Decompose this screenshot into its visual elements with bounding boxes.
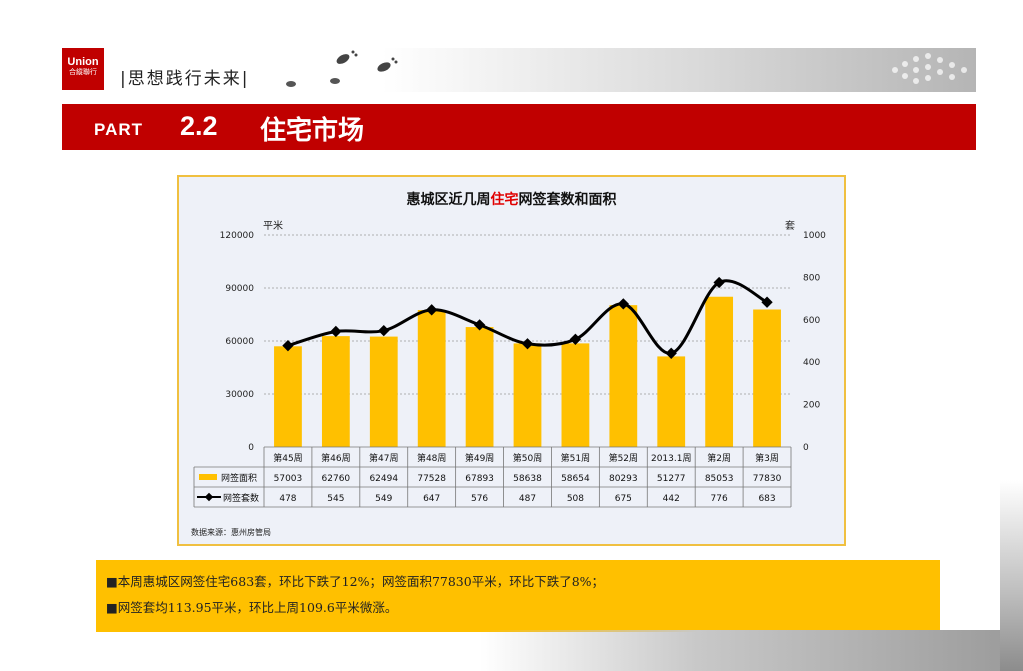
bar (705, 296, 734, 447)
data-label: 80293 (609, 474, 638, 484)
data-label: 442 (663, 494, 680, 504)
data-label: 62494 (369, 474, 398, 484)
bar (321, 336, 350, 447)
bar (513, 343, 542, 447)
y2-tick-label: 0 (803, 443, 809, 453)
bar (609, 305, 638, 447)
data-label: 545 (327, 494, 344, 504)
bottom-decoration (480, 630, 1023, 671)
dot-pattern-decoration (892, 53, 967, 84)
y-tick-label: 30000 (225, 390, 254, 400)
legend-label: 网签面积 (221, 472, 257, 484)
data-label: 675 (615, 494, 632, 504)
chart-panel: 惠城区近几周住宅网签套数和面积 平米 套 数据来源：惠州房管局 0 30000 60… (177, 175, 846, 546)
line-point (330, 325, 342, 338)
y-tick-label: 0 (248, 443, 254, 453)
logo-subtext: 合縱聯行 (69, 69, 97, 76)
section-title: 住宅市场 (260, 116, 365, 146)
chart-title: 惠城区近几周住宅网签套数和面积 (179, 189, 844, 209)
line-point (426, 304, 438, 316)
x-tick-label: 第51周 (561, 452, 590, 464)
y2-tick-label: 400 (803, 358, 820, 368)
line-point (282, 340, 294, 352)
bar (465, 327, 494, 447)
x-tick-label: 第46周 (321, 452, 350, 464)
data-source: 数据来源：惠州房管局 (191, 527, 271, 537)
line-point (761, 296, 773, 308)
x-tick-label: 第50周 (513, 452, 542, 464)
bar (369, 336, 398, 447)
bar (417, 310, 446, 447)
x-tick-label: 第45周 (273, 452, 302, 464)
data-label: 58654 (561, 474, 590, 484)
data-label: 478 (279, 494, 296, 504)
data-label: 508 (567, 494, 584, 504)
line-point (569, 333, 582, 345)
data-label: 776 (711, 494, 728, 504)
y-tick-label: 90000 (225, 284, 254, 294)
x-tick-label: 第2周 (707, 452, 731, 464)
y2-tick-label: 200 (803, 401, 820, 411)
data-label: 85053 (705, 474, 734, 484)
company-logo: Union 合縱聯行 (62, 48, 104, 90)
legend-key-bar (199, 474, 217, 480)
right-decoration (1000, 480, 1023, 671)
legend-key-marker (204, 492, 214, 502)
logo-text: Union (67, 56, 99, 68)
data-label: 77830 (753, 474, 782, 484)
section-number: 2.2 (180, 111, 218, 141)
right-axis-unit: 套 (785, 219, 795, 232)
bar (561, 343, 590, 447)
y2-tick-label: 1000 (803, 231, 826, 241)
top-banner (62, 48, 976, 92)
part-label: PART (94, 120, 144, 139)
x-tick-label: 第49周 (465, 452, 494, 464)
line-point (665, 347, 677, 359)
data-label: 51277 (657, 474, 686, 484)
bar (274, 346, 302, 447)
data-label: 549 (375, 494, 392, 504)
x-tick-label: 第3周 (755, 452, 779, 464)
data-label: 58638 (513, 474, 542, 484)
chart-title-highlight: 住宅 (490, 192, 519, 208)
y2-tick-label: 800 (803, 273, 820, 283)
x-tick-label: 第52周 (609, 452, 638, 464)
section-header: PART 2.2 住宅市场 (62, 104, 976, 150)
line-point (378, 324, 390, 337)
series-line (287, 279, 768, 355)
line-point (521, 338, 534, 350)
x-tick-label: 第48周 (417, 452, 446, 464)
chart-title-suffix: 网签套数和面积 (518, 192, 617, 208)
chart-title-prefix: 惠城区近几周 (406, 192, 491, 208)
x-tick-label: 2013.1周 (651, 453, 692, 464)
summary-line-2: ■网签套均113.95平米，环比上周109.6平米微涨。 (106, 600, 398, 615)
bar (753, 309, 781, 447)
slogan: |思想践行未来| (120, 69, 250, 89)
data-label: 57003 (274, 474, 303, 484)
data-label: 77528 (417, 474, 446, 484)
data-label: 576 (471, 494, 488, 504)
x-tick-label: 第47周 (369, 452, 398, 464)
y-tick-label: 60000 (225, 337, 254, 347)
y2-tick-label: 600 (803, 316, 820, 326)
summary-line-1: ■本周惠城区网签住宅683套，环比下跌了12%；网签面积77830平米，环比下跌… (106, 574, 605, 589)
left-axis-unit: 平米 (263, 219, 283, 232)
legend-label: 网签套数 (223, 492, 259, 504)
combo-chart: 平米 套 数据来源：惠州房管局 0 30000 60000 90000 120000 0 2… (191, 219, 826, 537)
data-label: 647 (423, 494, 440, 504)
data-label: 487 (519, 494, 536, 504)
line-point (473, 319, 486, 331)
summary-box: ■本周惠城区网签住宅683套，环比下跌了12%；网签面积77830平米，环比下跌… (96, 560, 940, 632)
y-tick-label: 120000 (220, 231, 255, 241)
bar (657, 356, 686, 447)
data-label: 67893 (465, 474, 494, 484)
footprints-icon (286, 50, 398, 87)
data-label: 62760 (322, 474, 351, 484)
data-label: 683 (758, 494, 775, 504)
